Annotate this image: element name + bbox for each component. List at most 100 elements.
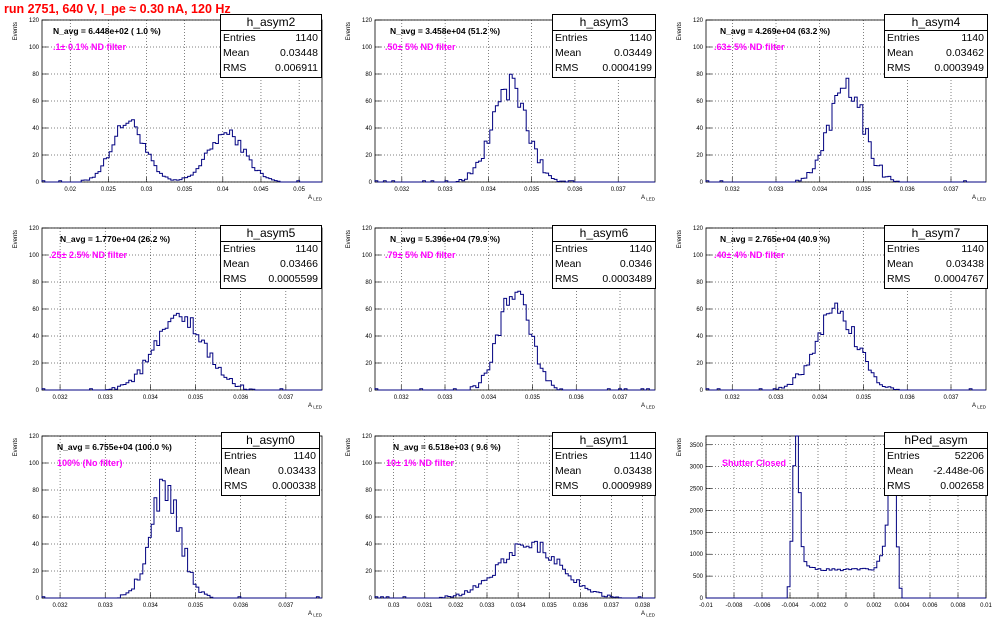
mean-value: 0.0346 xyxy=(619,258,652,270)
mean-label: Mean xyxy=(223,258,250,270)
y-axis-title: Events xyxy=(677,438,683,456)
rms-value: 0.0004199 xyxy=(602,62,652,74)
y-tick-label: 100 xyxy=(362,45,373,51)
x-tick-label: 0.037 xyxy=(612,395,628,401)
rms-label: RMS xyxy=(887,273,911,285)
rms-label: RMS xyxy=(887,480,911,492)
y-tick-label: 100 xyxy=(693,45,704,51)
x-tick-label: 0.045 xyxy=(253,187,269,193)
entries-value: 1140 xyxy=(293,450,316,462)
stats-box: h_asym3 Entries 1140 Mean 0.03449 RMS 0.000… xyxy=(552,14,656,78)
x-tick-label: 0.035 xyxy=(856,395,872,401)
y-tick-label: 20 xyxy=(696,361,703,367)
histogram-panel-h-asym2: 0.02 0.025 0.03 0.035 0.04 0.045 0.05 0 20 40 60 80… xyxy=(0,14,330,204)
y-tick-label: 20 xyxy=(696,153,703,159)
y-tick-label: 120 xyxy=(29,434,40,440)
y-tick-label: 2500 xyxy=(690,487,704,493)
entries-label: Entries xyxy=(555,243,588,255)
run-title: run 2751, 640 V, I_pe ≈ 0.30 nA, 120 Hz xyxy=(4,2,231,16)
rms-value: 0.002658 xyxy=(940,480,984,492)
x-tick-label: 0.035 xyxy=(542,603,558,609)
chart-svg: 0.032 0.033 0.034 0.035 0.036 0.037 0 20 40 60 80 1… xyxy=(13,226,323,410)
x-tick-label: -0.004 xyxy=(781,603,799,609)
histogram-name: hPed_asym xyxy=(885,433,987,449)
y-tick-label: 40 xyxy=(696,334,703,340)
histogram-line xyxy=(705,77,986,183)
x-tick-label: 0 xyxy=(844,603,848,609)
y-axis-title: Events xyxy=(13,230,19,248)
x-tick-label: 0.035 xyxy=(188,603,204,609)
rms-value: 0.006911 xyxy=(274,62,318,74)
stats-box: h_asym0 Entries 1140 Mean 0.03433 RMS 0.000… xyxy=(221,432,320,496)
y-tick-label: 0 xyxy=(700,596,704,602)
x-tick-label: 0.006 xyxy=(922,603,938,609)
x-tick-label: 0.032 xyxy=(394,395,410,401)
entries-label: Entries xyxy=(887,243,920,255)
entries-label: Entries xyxy=(224,450,257,462)
mean-label: Mean xyxy=(224,465,251,477)
stats-box: h_asym5 Entries 1140 Mean 0.03466 RMS 0.000… xyxy=(220,225,322,289)
entries-value: 1140 xyxy=(629,32,652,44)
x-tick-label: 0.032 xyxy=(394,187,410,193)
mean-value: 0.03448 xyxy=(280,47,318,59)
y-tick-label: 60 xyxy=(365,515,372,521)
y-tick-label: 40 xyxy=(365,334,372,340)
histogram-name: h_asym0 xyxy=(222,433,319,449)
rms-value: 0.0005599 xyxy=(268,273,318,285)
entries-label: Entries xyxy=(555,450,588,462)
entries-label: Entries xyxy=(223,32,256,44)
y-tick-label: 20 xyxy=(365,361,372,367)
y-tick-label: 60 xyxy=(32,99,39,105)
y-tick-label: 120 xyxy=(29,226,40,232)
chart-svg: 0.032 0.033 0.034 0.035 0.036 0.037 0 20 40 60 80 1… xyxy=(677,226,987,410)
x-tick-label: 0.033 xyxy=(768,187,784,193)
stats-box: h_asym1 Entries 1140 Mean 0.03438 RMS 0.000… xyxy=(552,432,656,496)
x-tick-label: 0.03 xyxy=(388,603,400,609)
x-tick-label: -0.008 xyxy=(725,603,743,609)
y-tick-label: 120 xyxy=(693,226,704,232)
histogram-line xyxy=(41,312,322,391)
n-avg-label: N_avg = 3.458e+04 (51.2 %) xyxy=(390,26,501,36)
x-tick-label: 0.004 xyxy=(894,603,910,609)
x-tick-label: 0.035 xyxy=(188,395,204,401)
histogram-panel-h-asym0: 0.032 0.033 0.034 0.035 0.036 0.037 0 20 40 60 80 1… xyxy=(0,430,330,620)
n-avg-label: N_avg = 5.396e+04 (79.9 %) xyxy=(390,234,501,244)
rms-label: RMS xyxy=(555,62,579,74)
x-tick-label: -0.002 xyxy=(809,603,827,609)
x-tick-label: 0.034 xyxy=(481,395,497,401)
y-tick-label: 40 xyxy=(32,126,39,132)
y-axis-title: Events xyxy=(346,230,352,248)
histogram-name: h_asym5 xyxy=(221,226,321,242)
x-tick-label: 0.036 xyxy=(569,395,585,401)
y-tick-label: 100 xyxy=(29,253,40,259)
y-tick-label: 60 xyxy=(32,307,39,313)
x-tick-label: 0.038 xyxy=(635,603,651,609)
stats-box: h_asym6 Entries 1140 Mean 0.0346 RMS 0.0003… xyxy=(552,225,656,289)
y-tick-label: 80 xyxy=(696,72,703,78)
histogram-line xyxy=(705,302,986,391)
y-tick-label: 120 xyxy=(362,18,373,24)
entries-label: Entries xyxy=(555,32,588,44)
y-tick-label: 0 xyxy=(36,596,40,602)
x-tick-label: 0.05 xyxy=(293,187,305,193)
histogram-line xyxy=(374,73,655,183)
entries-value: 52206 xyxy=(954,450,984,462)
x-tick-label: 0.03 xyxy=(141,187,153,193)
n-avg-label: N_avg = 1.770e+04 (26.2 %) xyxy=(60,234,171,244)
y-tick-label: 60 xyxy=(365,99,372,105)
rms-label: RMS xyxy=(224,480,248,492)
rms-label: RMS xyxy=(223,273,247,285)
x-tick-label: 0.008 xyxy=(950,603,966,609)
x-tick-label: 0.037 xyxy=(278,395,294,401)
y-tick-label: 2000 xyxy=(690,508,704,514)
histogram-line xyxy=(374,290,655,391)
x-tick-label: 0.034 xyxy=(143,395,159,401)
mean-label: Mean xyxy=(555,47,582,59)
x-tick-label: 0.034 xyxy=(812,395,828,401)
y-tick-label: 0 xyxy=(700,180,704,186)
histogram-panel-h-asym3: 0.032 0.033 0.034 0.035 0.036 0.037 0 20 40 60 80 1… xyxy=(333,14,663,204)
x-tick-label: 0.037 xyxy=(278,603,294,609)
y-tick-label: 100 xyxy=(362,461,373,467)
n-avg-label: N_avg = 4.269e+04 (63.2 %) xyxy=(720,26,831,36)
chart-svg: 0.032 0.033 0.034 0.035 0.036 0.037 0 20 40 60 80 1… xyxy=(346,226,656,410)
